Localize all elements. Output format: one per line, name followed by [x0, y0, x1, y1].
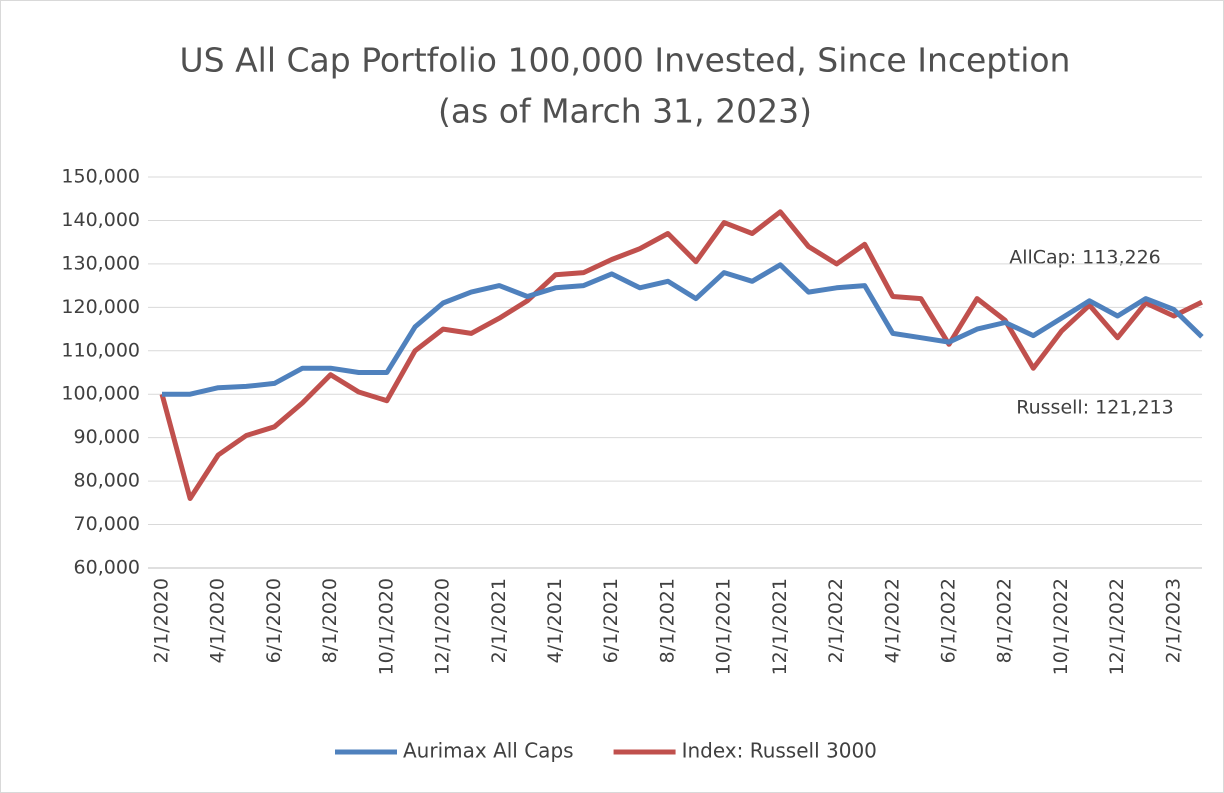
- y-tick-label: 60,000: [74, 557, 140, 579]
- x-tick-label: 10/1/2022: [1050, 578, 1072, 675]
- y-tick-label: 140,000: [61, 209, 140, 231]
- x-tick-label: 12/1/2020: [432, 578, 454, 675]
- y-tick-label: 80,000: [74, 470, 140, 492]
- y-tick-label: 130,000: [61, 252, 140, 274]
- y-tick-label: 100,000: [61, 383, 140, 405]
- line-series: [159, 209, 1204, 501]
- x-tick-label: 6/1/2020: [263, 578, 285, 663]
- x-tick-label: 2/1/2023: [1162, 578, 1184, 663]
- legend-label: Aurimax All Caps: [403, 739, 574, 763]
- x-tick-label: 4/1/2020: [207, 578, 229, 663]
- line-series: [162, 262, 1204, 397]
- x-tick-label: 8/1/2022: [994, 578, 1016, 663]
- x-tick-label: 6/1/2022: [937, 578, 959, 663]
- x-tick-label: 8/1/2020: [319, 578, 341, 663]
- x-tick-label: 10/1/2021: [713, 578, 735, 675]
- y-tick-label: 120,000: [61, 296, 140, 318]
- annotation: AllCap: 113,226: [1009, 247, 1161, 269]
- x-tick-label: 4/1/2022: [881, 578, 903, 663]
- x-tick-label: 4/1/2021: [544, 578, 566, 663]
- annotation: Russell: 121,213: [1016, 397, 1173, 419]
- x-tick-label: 8/1/2021: [656, 578, 678, 663]
- legend-label: Index: Russell 3000: [682, 739, 877, 763]
- x-tick-label: 6/1/2021: [600, 578, 622, 663]
- y-tick-label: 110,000: [61, 339, 140, 361]
- x-tick-label: 2/1/2021: [488, 578, 510, 663]
- x-tick-label: 10/1/2020: [375, 578, 397, 675]
- x-tick-label: 12/1/2021: [769, 578, 791, 675]
- x-tick-label: 12/1/2022: [1106, 578, 1128, 675]
- chart-title: US All Cap Portfolio 100,000 Invested, S…: [180, 41, 1071, 80]
- chart-subtitle: (as of March 31, 2023): [438, 92, 812, 131]
- x-tick-label: 2/1/2020: [151, 578, 173, 663]
- y-tick-label: 70,000: [74, 513, 140, 535]
- y-tick-label: 90,000: [74, 426, 140, 448]
- y-tick-label: 150,000: [61, 166, 140, 188]
- x-tick-label: 2/1/2022: [825, 578, 847, 663]
